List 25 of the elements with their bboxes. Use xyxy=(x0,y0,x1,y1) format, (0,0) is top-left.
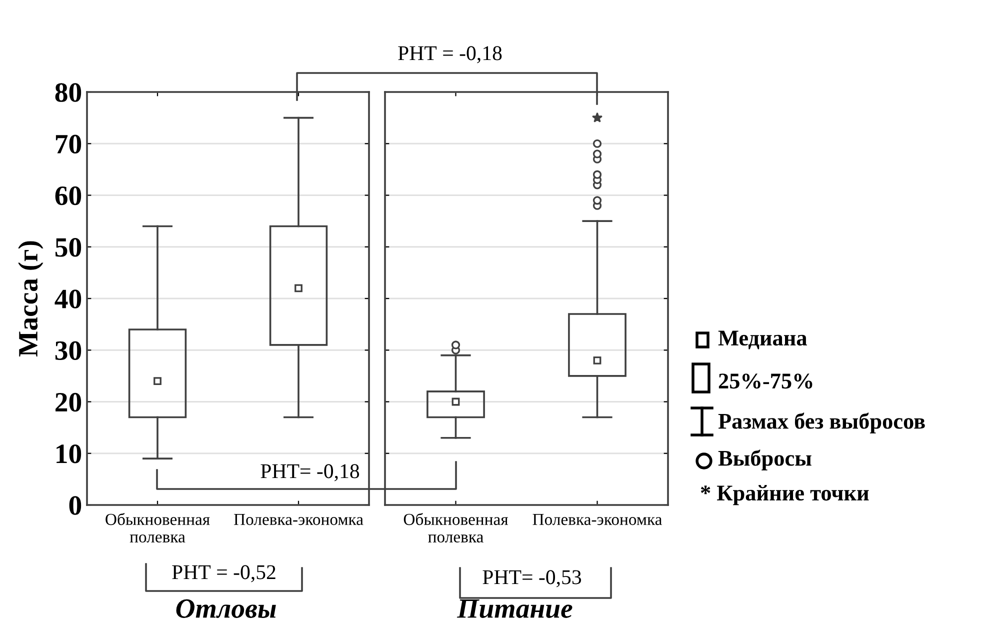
y-tick-label: 0 xyxy=(69,496,82,515)
text: * Крайние точки xyxy=(700,485,869,506)
y-axis-title: Масса (г) xyxy=(18,241,44,357)
text: Выбросы xyxy=(718,450,812,470)
y-tick-label: 30 xyxy=(55,341,82,360)
text: 25%-75% xyxy=(718,374,812,389)
y-tick-label: 50 xyxy=(55,238,82,257)
text: Размах без выбросов xyxy=(718,412,925,434)
y-tick-label: 40 xyxy=(54,290,82,308)
x-tick-label: Полевка-экономка xyxy=(532,514,662,526)
x-axis-title: Питание xyxy=(456,599,572,618)
text: РНТ = -0,18 xyxy=(398,46,502,64)
y-tick-label: 20 xyxy=(56,392,82,412)
x-tick-label: Обыкновенная полевка xyxy=(106,512,210,542)
text: РНТ = -0,52 xyxy=(172,565,276,582)
y-tick-label: 70 xyxy=(56,134,82,154)
y-tick-label: 60 xyxy=(55,186,82,206)
x-axis-title: Отловы xyxy=(176,599,276,618)
y-tick-label: 80 xyxy=(55,83,82,102)
annotation: РНТ= -0,18 xyxy=(260,464,360,482)
text: Медиана xyxy=(718,330,807,350)
y-tick-label: 10 xyxy=(56,444,82,464)
text: РНТ= -0,53 xyxy=(482,570,582,588)
x-tick-label: Полевка-экономка xyxy=(234,514,364,526)
x-tick-label: Обыкновенная полевка xyxy=(404,512,508,542)
